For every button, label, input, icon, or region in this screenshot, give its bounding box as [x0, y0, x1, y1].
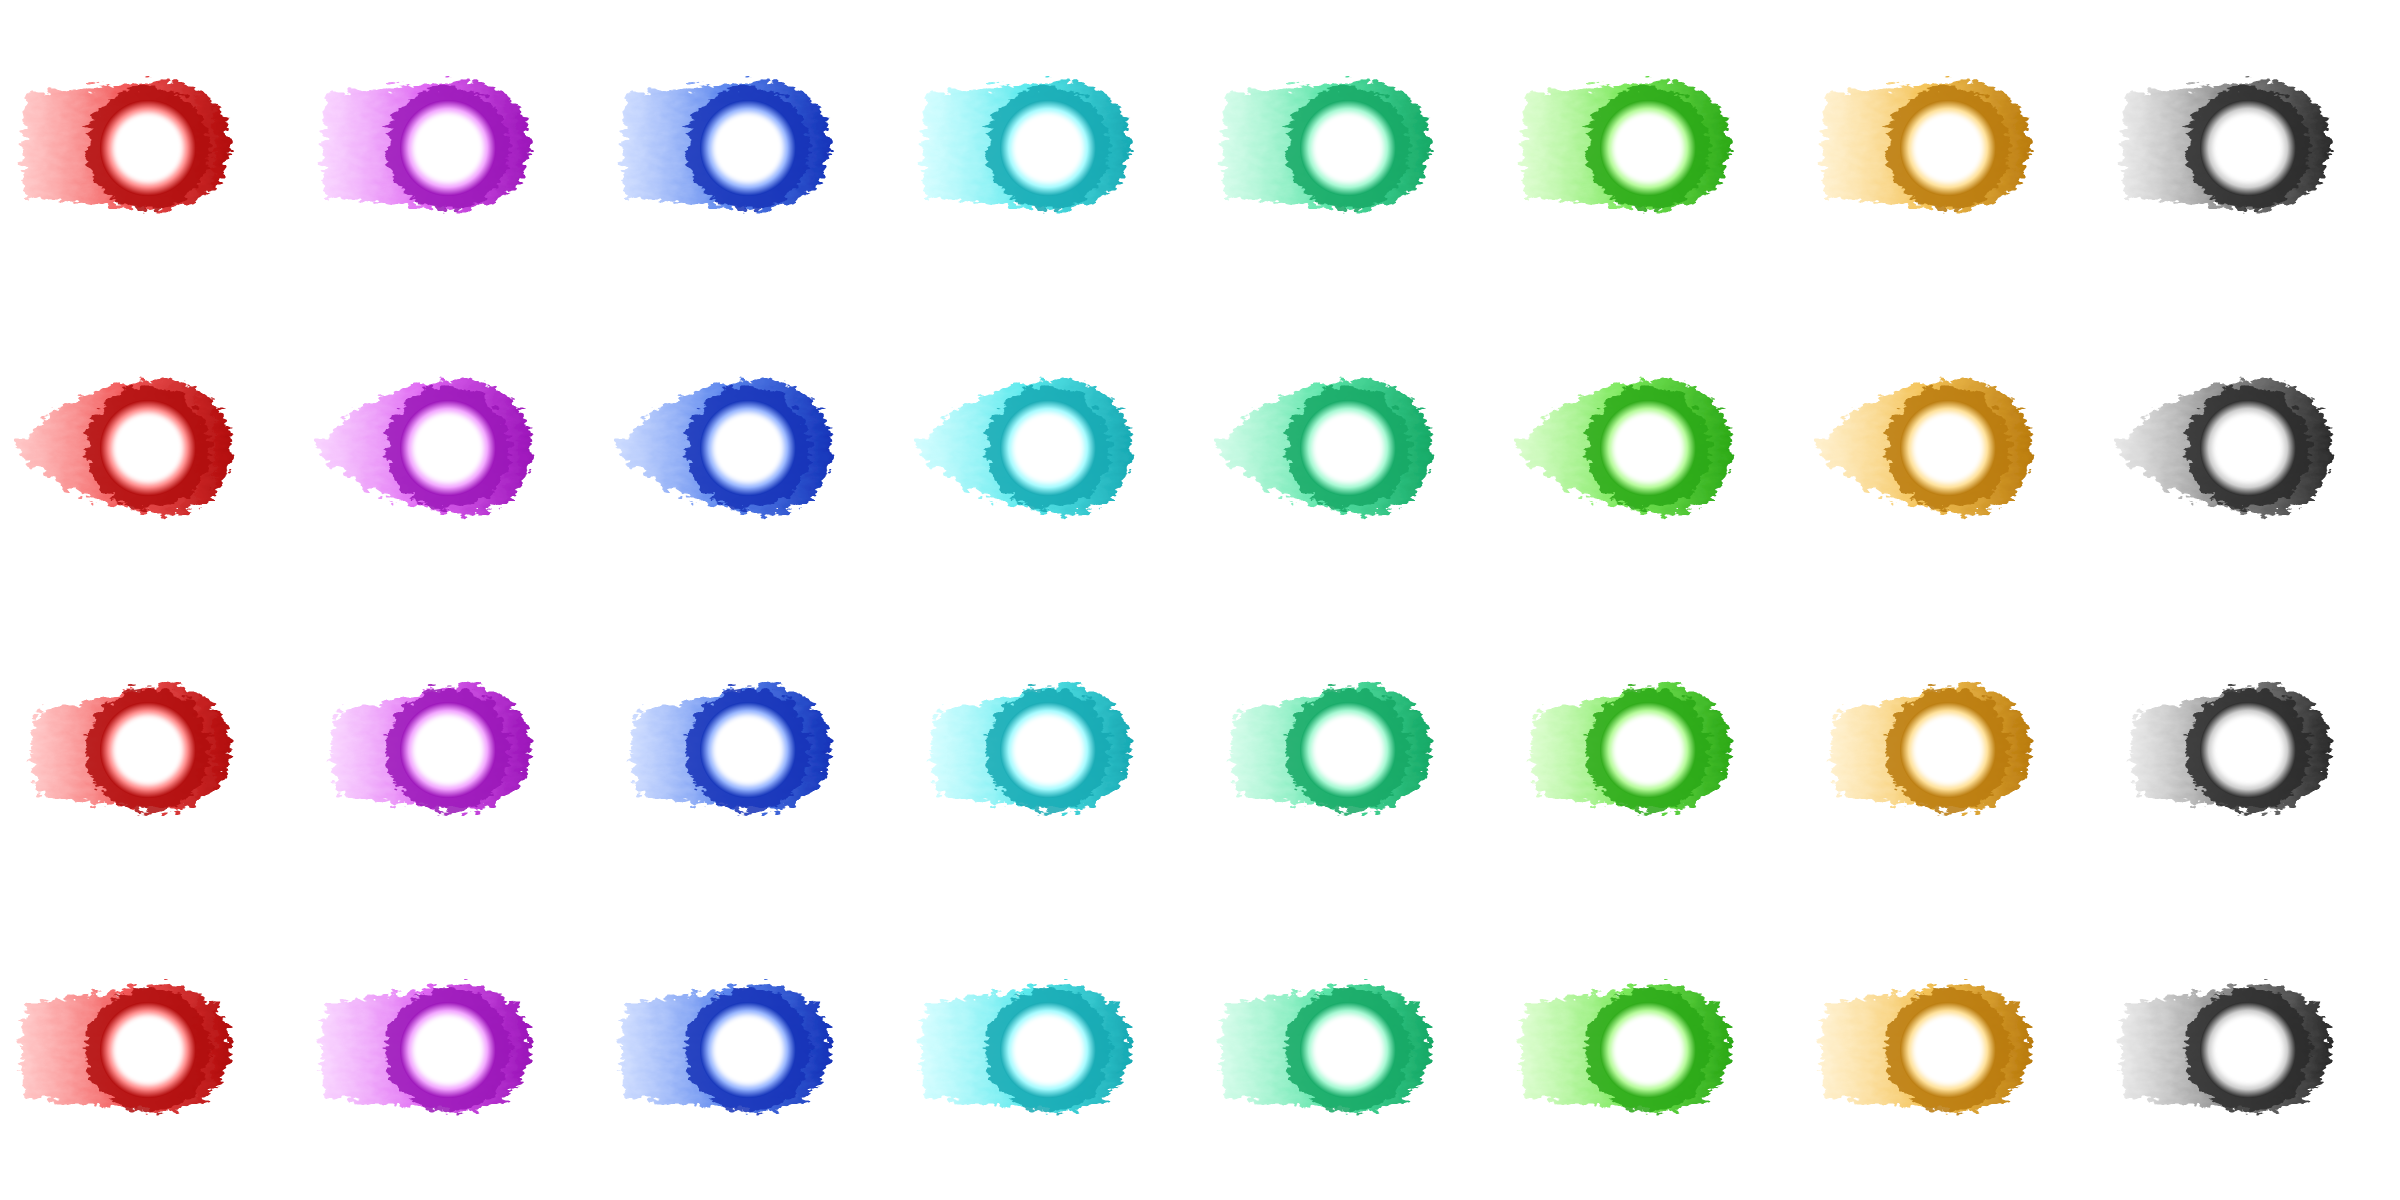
comet-sprite-purple-row-3	[330, 684, 530, 812]
comet-sprite-purple-row-4	[321, 984, 530, 1112]
comet-core-highlight	[414, 414, 482, 482]
comet-core-highlight	[1314, 716, 1382, 784]
comet-sprite-gray-row-1	[2122, 80, 2330, 210]
comet-core-highlight	[2214, 1016, 2282, 1084]
comet-core-highlight	[714, 1016, 782, 1084]
comet-core-highlight	[1014, 414, 1082, 482]
comet-core-highlight	[1614, 716, 1682, 784]
comet-sprite-blue-row-1	[622, 80, 830, 210]
comet-core-highlight	[1914, 1016, 1982, 1084]
comet-sprite-mint-row-4	[1221, 984, 1430, 1112]
comet-core-highlight	[1014, 114, 1082, 182]
comet-sprite-mint-row-2	[1213, 378, 1432, 516]
comet-sprite-amber-row-2	[1813, 378, 2032, 516]
comet-sprite-cyan-row-2	[913, 378, 1132, 516]
comet-sprite-purple-row-2	[313, 378, 532, 516]
comet-core-highlight	[1614, 114, 1682, 182]
comet-core-highlight	[714, 414, 782, 482]
comet-core-highlight	[2214, 414, 2282, 482]
comet-sprite-green-row-1	[1522, 80, 1730, 210]
comet-core-highlight	[2214, 114, 2282, 182]
comet-sprite-purple-row-1	[322, 80, 530, 210]
comet-sprite-red-row-3	[30, 684, 230, 812]
comet-sprite-blue-row-2	[613, 378, 832, 516]
comet-sprite-cyan-row-3	[930, 684, 1130, 812]
comet-core-highlight	[1014, 716, 1082, 784]
comet-sprite-gray-row-4	[2121, 984, 2330, 1112]
comet-sprite-red-row-2	[13, 378, 232, 516]
comet-sprite-red-row-4	[21, 984, 230, 1112]
comet-core-highlight	[414, 1016, 482, 1084]
comet-sprite-cyan-row-1	[922, 80, 1130, 210]
comet-sprite-gray-row-2	[2113, 378, 2332, 516]
comet-sprite-blue-row-4	[621, 984, 830, 1112]
comet-core-highlight	[1314, 114, 1382, 182]
comet-core-highlight	[2214, 716, 2282, 784]
comet-core-highlight	[1914, 414, 1982, 482]
comet-core-highlight	[414, 114, 482, 182]
comet-sprite-green-row-2	[1513, 378, 1732, 516]
comet-core-highlight	[1914, 114, 1982, 182]
comet-sprite-amber-row-4	[1821, 984, 2030, 1112]
comet-sprite-green-row-4	[1521, 984, 1730, 1112]
comet-core-highlight	[1914, 716, 1982, 784]
comet-sprite-mint-row-3	[1230, 684, 1430, 812]
comet-core-highlight	[1614, 1016, 1682, 1084]
comet-sprite-green-row-3	[1530, 684, 1730, 812]
comet-sprite-red-row-1	[22, 80, 230, 210]
comet-core-highlight	[114, 414, 182, 482]
comet-core-highlight	[114, 716, 182, 784]
comet-core-highlight	[414, 716, 482, 784]
comet-sprite-gray-row-3	[2130, 684, 2330, 812]
comet-core-highlight	[1014, 1016, 1082, 1084]
comet-core-highlight	[114, 114, 182, 182]
comet-sprite-mint-row-1	[1222, 80, 1430, 210]
comet-core-highlight	[1614, 414, 1682, 482]
comet-sprite-blue-row-3	[630, 684, 830, 812]
comet-core-highlight	[1314, 414, 1382, 482]
comet-sprite-cyan-row-4	[921, 984, 1130, 1112]
comet-sprite-amber-row-1	[1822, 80, 2030, 210]
comet-sprite-amber-row-3	[1830, 684, 2030, 812]
comet-core-highlight	[714, 716, 782, 784]
comet-core-highlight	[114, 1016, 182, 1084]
comet-core-highlight	[1314, 1016, 1382, 1084]
comet-core-highlight	[714, 114, 782, 182]
sprite-grid	[13, 80, 2332, 1112]
